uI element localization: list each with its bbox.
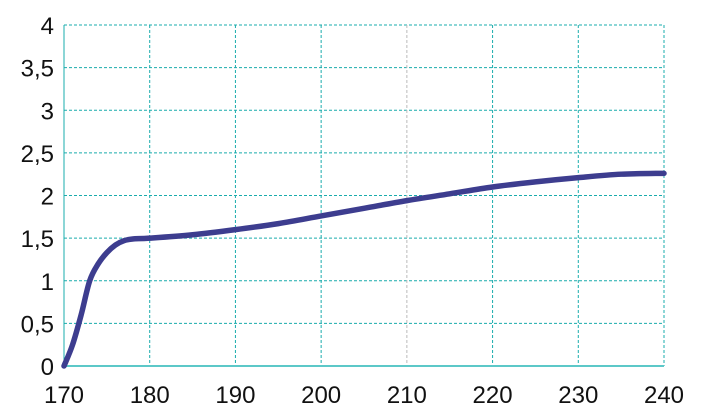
y-tick-label: 0 [41, 354, 54, 381]
grid [64, 24, 665, 366]
x-tick-label: 240 [644, 382, 684, 409]
x-tick-label: 180 [130, 382, 170, 409]
y-tick-label: 2 [41, 184, 54, 211]
x-tick-label: 210 [387, 382, 427, 409]
x-tick-label: 170 [44, 382, 84, 409]
series-line [61, 170, 667, 369]
x-tick-label: 200 [301, 382, 341, 409]
x-tick-labels: 170 180 190 200 210 220 230 240 [44, 382, 684, 409]
y-tick-label: 4 [41, 13, 54, 40]
x-tick-label: 230 [558, 382, 598, 409]
axes [63, 25, 664, 367]
series-group [61, 170, 667, 369]
y-tick-label: 3,5 [21, 56, 54, 83]
y-tick-labels: 0 0,5 1 1,5 2 2,5 3 3,5 4 [21, 13, 54, 381]
y-tick-label: 3 [41, 98, 54, 125]
x-tick-label: 220 [473, 382, 513, 409]
x-tick-label: 190 [215, 382, 255, 409]
y-tick-label: 1 [41, 269, 54, 296]
y-tick-label: 0,5 [21, 311, 54, 338]
y-tick-label: 1,5 [21, 226, 54, 253]
y-tick-label: 2,5 [21, 141, 54, 168]
